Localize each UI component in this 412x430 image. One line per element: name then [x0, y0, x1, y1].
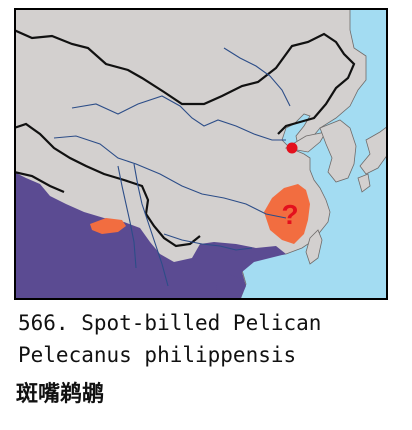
river-yangtze [53, 135, 287, 219]
caption-species-number-english: 566. Spot-billed Pelican [18, 311, 322, 335]
range-map: ? [14, 8, 388, 300]
river-yellow [71, 95, 286, 141]
range-resident-south [14, 172, 286, 300]
caption-scientific-name: Pelecanus philippensis [18, 343, 297, 367]
caption-chinese-name: 斑嘴鹈鹕 [16, 382, 105, 407]
range-uncertain-west [90, 218, 126, 234]
land-kyushu [357, 173, 371, 193]
river-salween [117, 165, 137, 269]
river-mekong [133, 163, 169, 287]
range-resident-hainan [216, 274, 244, 300]
country-border [14, 28, 356, 248]
range-uncertain-east [264, 184, 310, 244]
land-japan [359, 125, 388, 175]
river-north [223, 47, 291, 107]
river-pearl [163, 233, 253, 251]
record-point [286, 142, 298, 154]
map-svg: ? [14, 8, 388, 300]
land-korea [319, 119, 357, 183]
map-frame-border [14, 8, 388, 300]
uncertainty-question-mark: ? [281, 199, 298, 230]
land-taiwan [305, 229, 323, 265]
